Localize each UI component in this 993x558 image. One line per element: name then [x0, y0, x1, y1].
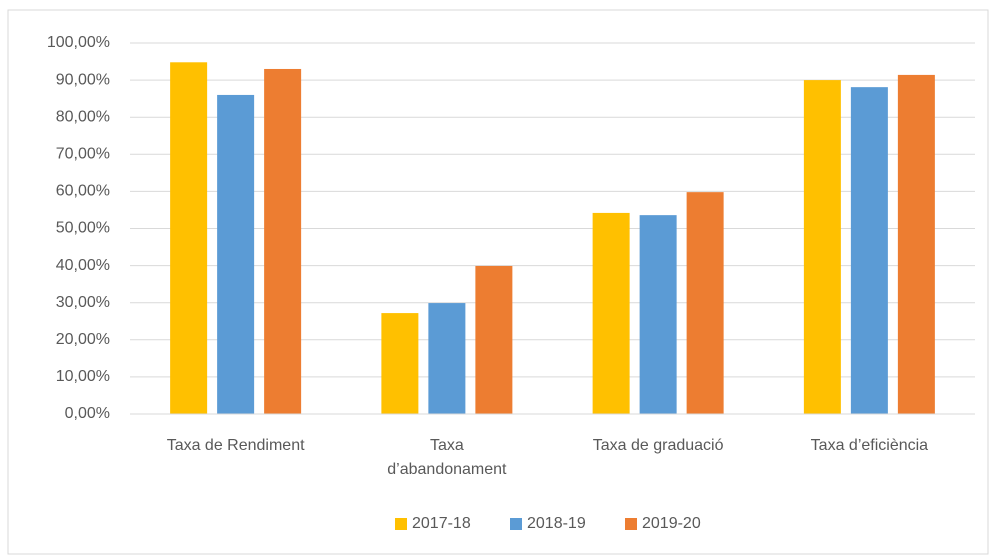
legend-label: 2017-18	[412, 515, 471, 532]
y-tick-label: 50,00%	[56, 220, 110, 237]
legend-label: 2018-19	[527, 515, 586, 532]
legend-swatch	[625, 518, 637, 530]
bar	[264, 68, 302, 414]
bar	[475, 265, 513, 414]
y-tick-label: 20,00%	[56, 331, 110, 348]
y-tick-label: 100,00%	[47, 34, 110, 51]
bar	[428, 303, 466, 414]
bar	[170, 62, 208, 415]
y-tick-label: 30,00%	[56, 294, 110, 311]
x-tick-label: Taxa d’abandonament	[387, 437, 507, 478]
bar	[639, 215, 677, 414]
legend-swatch	[395, 518, 407, 530]
y-tick-label: 0,00%	[65, 405, 110, 422]
bar	[897, 74, 935, 414]
bar	[381, 313, 419, 414]
x-tick-label: Taxa de Rendiment	[166, 437, 305, 454]
y-tick-label: 80,00%	[56, 108, 110, 125]
bar	[803, 80, 841, 414]
y-tick-label: 40,00%	[56, 257, 110, 274]
y-tick-label: 90,00%	[56, 71, 110, 88]
legend-label: 2019-20	[642, 515, 701, 532]
y-tick-label: 70,00%	[56, 146, 110, 163]
bar	[217, 94, 255, 414]
y-tick-label: 10,00%	[56, 368, 110, 385]
x-tick-label: Taxa de graduació	[592, 437, 724, 454]
bar	[592, 212, 630, 414]
bar	[850, 87, 888, 415]
x-tick-label: Taxa d’eficiència	[810, 437, 929, 454]
bar	[686, 192, 724, 414]
legend-swatch	[510, 518, 522, 530]
y-tick-label: 60,00%	[56, 183, 110, 200]
